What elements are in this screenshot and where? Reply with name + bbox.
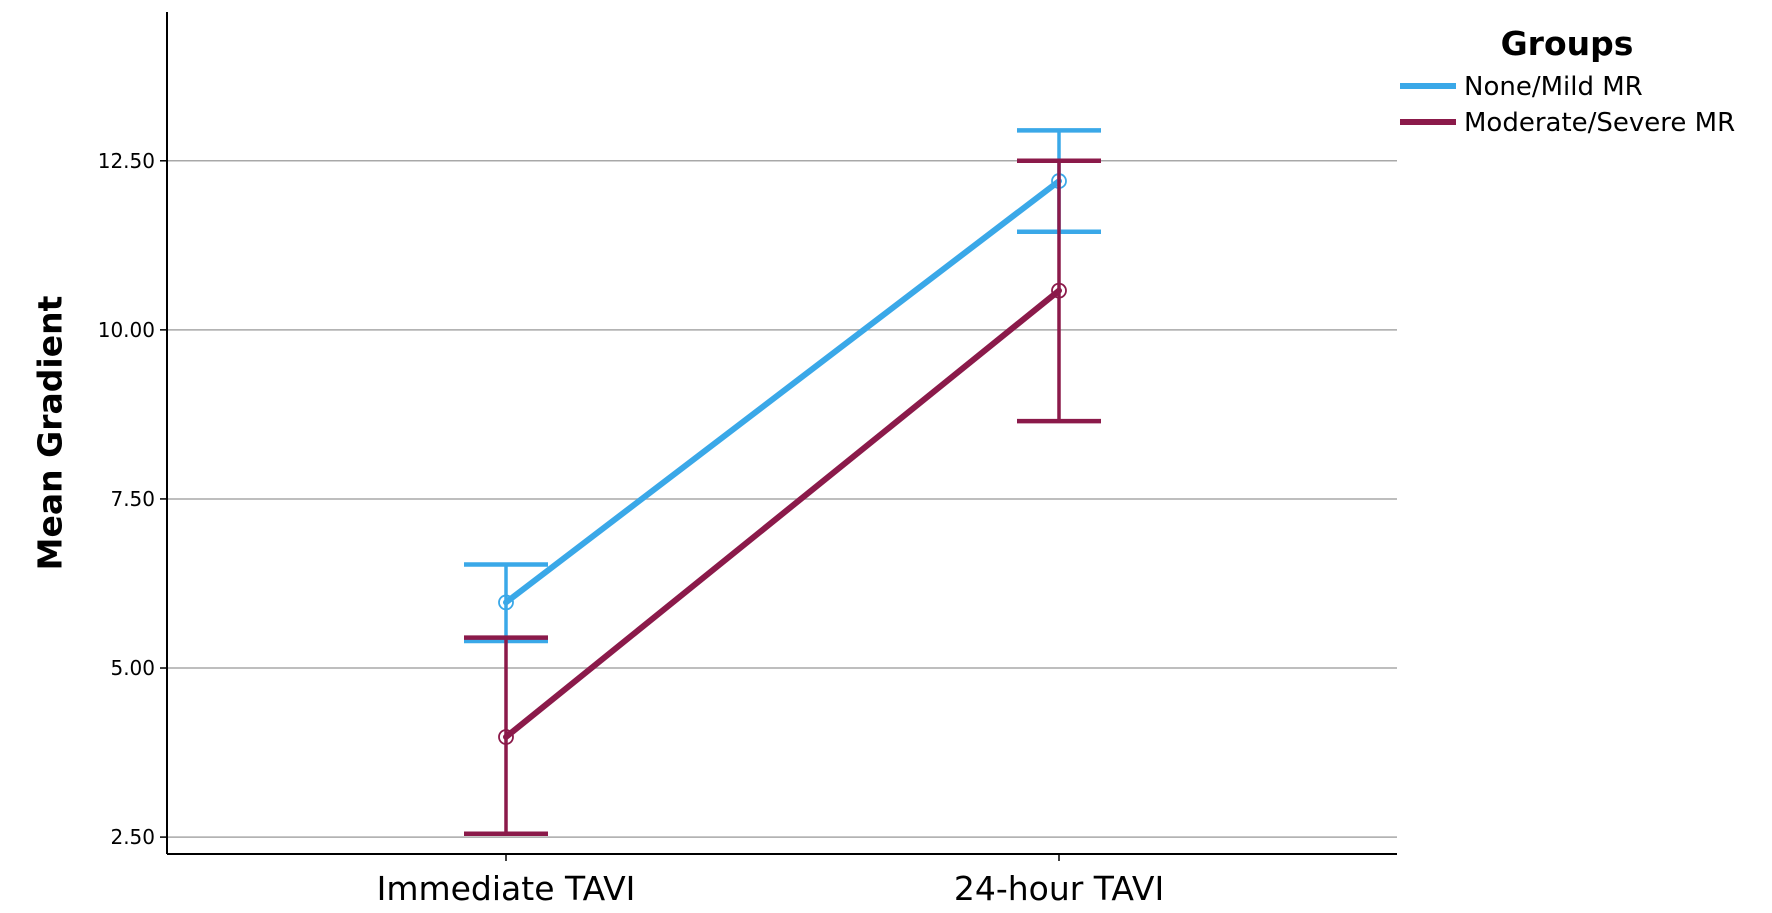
y-tick-label: 5.00 xyxy=(110,656,155,680)
series-group xyxy=(464,128,1101,644)
y-tick-label: 10.00 xyxy=(98,318,155,342)
y-axis-title: Mean Gradient xyxy=(31,295,70,570)
y-tick-labels: 2.50 5.00 7.50 10.00 12.50 xyxy=(98,149,167,849)
series-group xyxy=(464,158,1101,836)
data-point xyxy=(498,594,514,611)
data-point xyxy=(498,729,514,745)
legend-entry-label: Moderate/Severe MR xyxy=(1464,108,1735,138)
x-category-labels: Immediate TAVI 24-hour TAVI xyxy=(377,854,1164,908)
y-tick-label: 2.50 xyxy=(110,825,155,849)
y-tick-label: 7.50 xyxy=(110,487,155,511)
legend-entry-label: None/Mild MR xyxy=(1464,72,1643,102)
x-tick-label: Immediate TAVI xyxy=(377,869,636,908)
series xyxy=(464,128,1101,836)
y-tick-label: 12.50 xyxy=(98,149,155,173)
axes xyxy=(166,12,1397,855)
data-point xyxy=(1051,282,1067,299)
legend: Groups None/Mild MR Moderate/Severe MR xyxy=(1400,24,1735,138)
grid-lines xyxy=(167,160,1397,838)
series-line xyxy=(503,178,1062,606)
series-line xyxy=(503,287,1062,740)
x-tick-label: 24-hour TAVI xyxy=(954,869,1164,908)
legend-title: Groups xyxy=(1501,24,1634,63)
